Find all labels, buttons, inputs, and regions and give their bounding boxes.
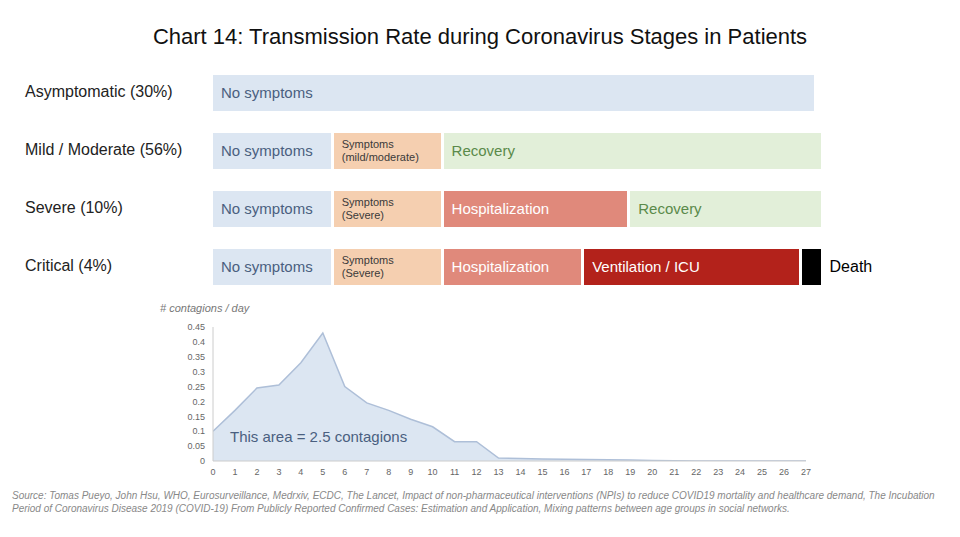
svg-text:22: 22 (691, 467, 701, 477)
html-text:Severe (10%): Severe (10%) (25, 199, 123, 216)
svg-text:0.2: 0.2 (192, 397, 205, 407)
html-text:Hospitalization: Hospitalization (451, 258, 550, 275)
svg-text:26: 26 (779, 467, 789, 477)
svg-text:0.1: 0.1 (192, 426, 205, 436)
svg-text:0: 0 (200, 456, 205, 466)
svg-text:0.35: 0.35 (187, 352, 205, 362)
svg-text:19: 19 (625, 467, 635, 477)
html-text:No symptoms: No symptoms (221, 142, 313, 159)
svg-text:17: 17 (581, 467, 591, 477)
svg-text:0: 0 (210, 467, 215, 477)
html-text:No symptoms: No symptoms (221, 258, 313, 275)
svg-text:14: 14 (515, 467, 525, 477)
html-text:This area = 2.5 contagions: This area = 2.5 contagions (230, 428, 408, 445)
svg-text:1: 1 (232, 467, 237, 477)
html-text:Source: Tomas Pueyo, John Hsu,: Source: Tomas Pueyo, John Hsu, WHO, Euro… (12, 490, 935, 514)
html-text:Recovery: Recovery (638, 200, 702, 217)
html-text:Symptoms (Severe): Symptoms (Severe) (341, 196, 394, 221)
html-text:Mild / Moderate (56%): Mild / Moderate (56%) (25, 141, 183, 158)
svg-text:0.3: 0.3 (192, 367, 205, 377)
svg-text:21: 21 (669, 467, 679, 477)
html-text:Recovery: Recovery (451, 142, 515, 159)
svg-text:11: 11 (450, 467, 459, 477)
html-text:# contagions / day: # contagions / day (160, 302, 250, 314)
html-text:No symptoms: No symptoms (221, 200, 313, 217)
svg-text:3: 3 (276, 467, 281, 477)
svg-text:4: 4 (298, 467, 303, 477)
html-text:No symptoms: No symptoms (221, 84, 313, 101)
svg-text:0.05: 0.05 (187, 441, 205, 451)
svg-text:12: 12 (472, 467, 482, 477)
html-text:Symptoms (Severe): Symptoms (Severe) (341, 254, 394, 279)
svg-text:16: 16 (559, 467, 569, 477)
html-text:Chart 14: Transmission Rate du: Chart 14: Transmission Rate during Coron… (152, 24, 808, 49)
html-text:Asymptomatic (30%): Asymptomatic (30%) (25, 83, 173, 100)
svg-text:27: 27 (801, 467, 811, 477)
svg-text:6: 6 (342, 467, 347, 477)
svg-text:20: 20 (647, 467, 657, 477)
svg-text:25: 25 (757, 467, 767, 477)
svg-text:2: 2 (254, 467, 259, 477)
html-text:Hospitalization: Hospitalization (451, 200, 550, 217)
svg-text:0.45: 0.45 (187, 322, 205, 332)
svg-text:15: 15 (537, 467, 547, 477)
svg-text:0.25: 0.25 (187, 382, 205, 392)
html-text:Ventilation / ICU: Ventilation / ICU (592, 258, 700, 275)
svg-text:0.15: 0.15 (187, 412, 205, 422)
html-text:Symptoms (mild/moderate): Symptoms (mild/moderate) (341, 138, 419, 163)
svg-text:7: 7 (364, 467, 369, 477)
html-text:Critical (4%): Critical (4%) (25, 257, 113, 274)
svg-text:24: 24 (735, 467, 745, 477)
svg-text:18: 18 (603, 467, 613, 477)
svg-text:0.4: 0.4 (192, 337, 205, 347)
svg-text:13: 13 (494, 467, 504, 477)
svg-text:9: 9 (408, 467, 413, 477)
svg-text:23: 23 (713, 467, 723, 477)
html-text:Death: Death (829, 258, 873, 275)
svg-text:10: 10 (428, 467, 438, 477)
svg-text:8: 8 (386, 467, 391, 477)
svg-text:5: 5 (320, 467, 325, 477)
